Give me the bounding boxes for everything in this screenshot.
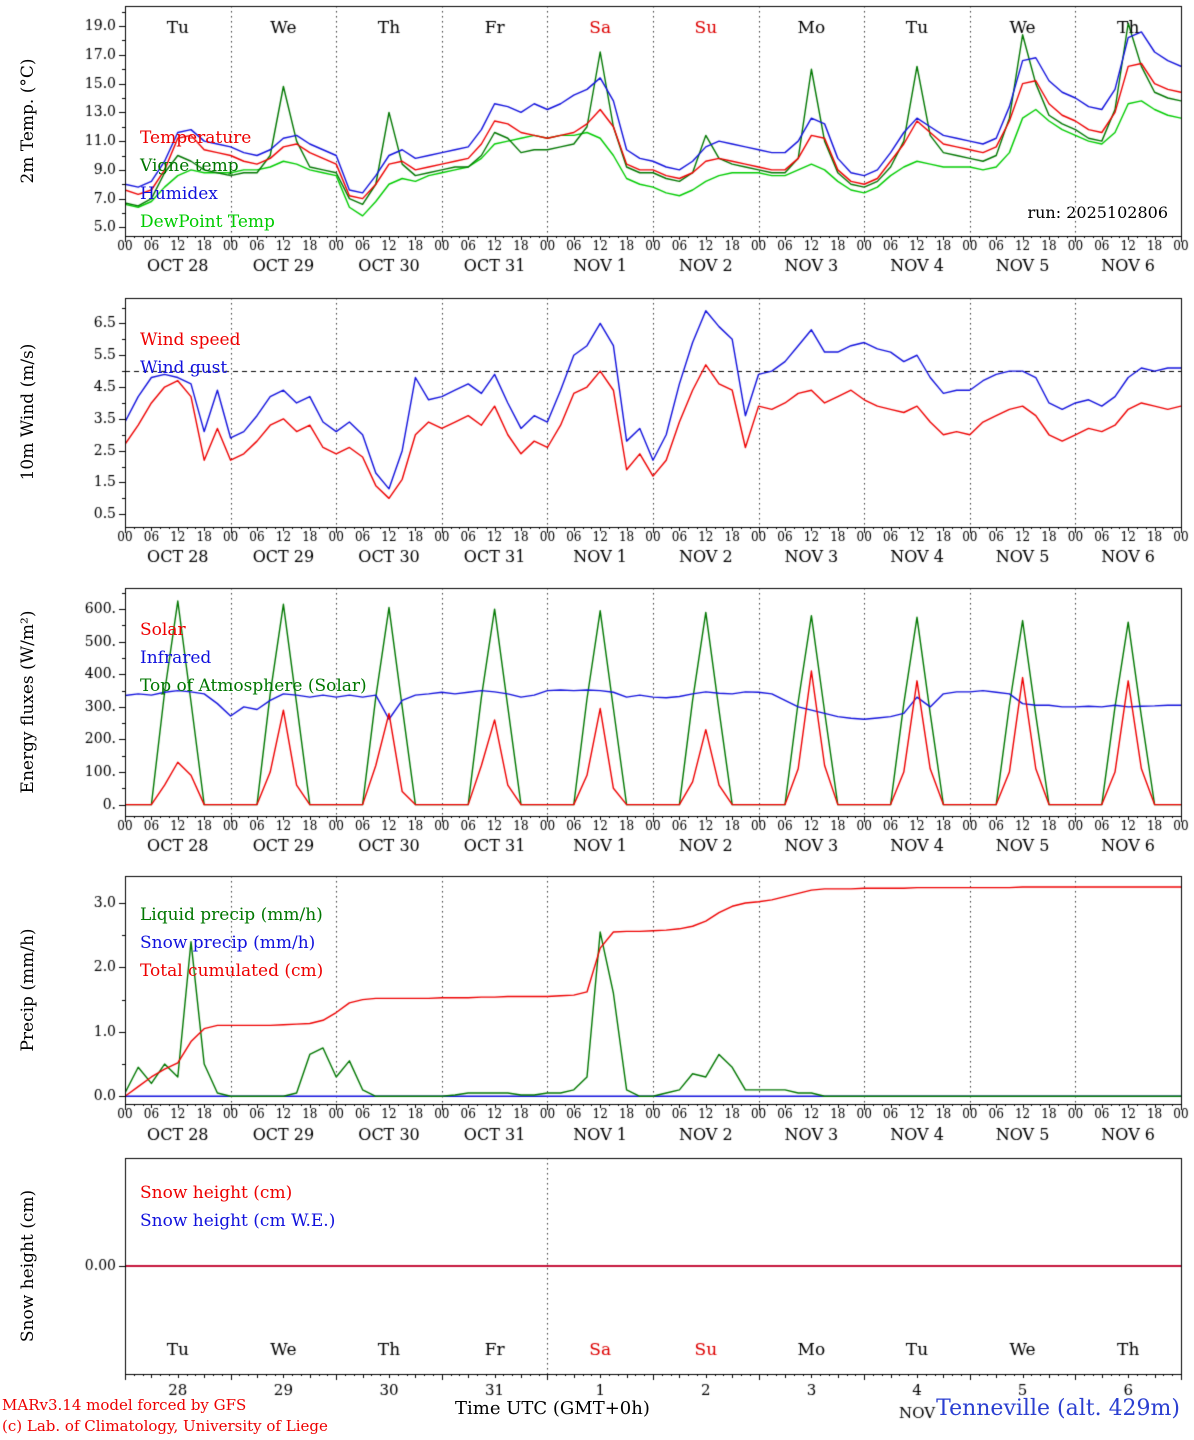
temperature-legend: Temperature Vigne temp Humidex DewPoint … [140,124,275,236]
precip-legend: Liquid precip (mm/h) Snow precip (mm/h) … [140,901,323,985]
lab-credit-line: (c) Lab. of Climatology, University of L… [2,1417,328,1435]
legend-humidex: Humidex [140,184,218,204]
snow-legend: Snow height (cm) Snow height (cm W.E.) [140,1179,335,1235]
model-credit-line: MARv3.14 model forced by GFS [2,1396,247,1414]
legend-snow-precip: Snow precip (mm/h) [140,933,316,953]
legend-liquid-precip: Liquid precip (mm/h) [140,905,323,925]
wind-legend: Wind speed Wind gust [140,326,240,382]
y-axis-label-energy: Energy fluxes (W/m²) [18,610,38,794]
energy-legend: Solar Infrared Top of Atmosphere (Solar) [140,616,367,700]
legend-solar: Solar [140,620,186,640]
legend-vigne-temp: Vigne temp [140,156,239,176]
legend-top-of-atmosphere: Top of Atmosphere (Solar) [140,676,367,696]
y-axis-label-precip: Precip (mm/h) [18,928,38,1052]
legend-dewpoint-temp: DewPoint Temp [140,212,275,232]
legend-wind-speed: Wind speed [140,330,241,350]
legend-snow-height: Snow height (cm) [140,1183,293,1203]
y-axis-label-temperature: 2m Temp. (°C) [18,58,38,184]
run-label: run: 2025102806 [1027,203,1168,222]
legend-total-cumulated: Total cumulated (cm) [140,961,324,981]
y-axis-label-snow: Snow height (cm) [18,1189,38,1343]
station-title: Tenneville (alt. 429m) [936,1396,1180,1421]
x-axis-title: Time UTC (GMT+0h) [455,1398,650,1419]
legend-infrared: Infrared [140,648,212,668]
legend-temperature: Temperature [140,128,252,148]
legend-snow-height-we: Snow height (cm W.E.) [140,1211,336,1231]
y-axis-label-wind: 10m Wind (m/s) [18,343,38,481]
legend-wind-gust: Wind gust [140,358,228,378]
